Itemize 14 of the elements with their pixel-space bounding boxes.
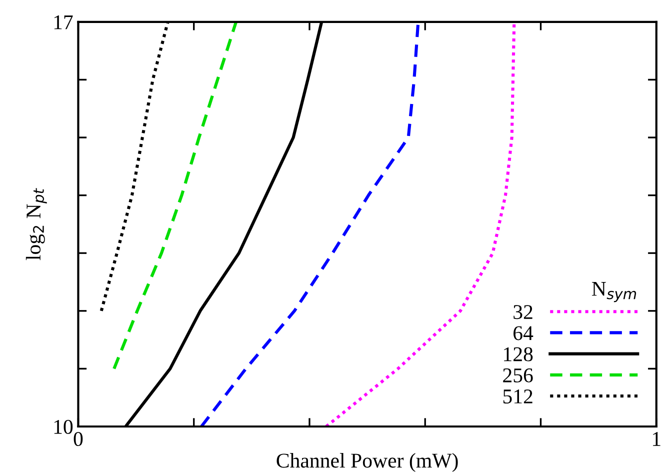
line-series xyxy=(200,22,420,426)
legend-label: 512 xyxy=(503,390,532,404)
y-tick-label: 17 xyxy=(54,15,73,30)
y-axis-title: log$_{2}$ N$_{pt}$ xyxy=(26,188,47,260)
legend-label: 256 xyxy=(503,368,533,382)
x-axis-title: Channel Power (mW) xyxy=(276,453,458,472)
y-tick-label: 10 xyxy=(54,420,73,434)
legend-label: 64 xyxy=(514,326,534,340)
line-series xyxy=(112,22,238,370)
legend-label: 128 xyxy=(504,347,533,362)
x-tick-label: 0 xyxy=(74,432,83,446)
legend-label: 32 xyxy=(514,305,532,320)
x-tick-label: 1 xyxy=(652,432,660,446)
legend-title: N$_{sym}$ xyxy=(592,282,636,302)
